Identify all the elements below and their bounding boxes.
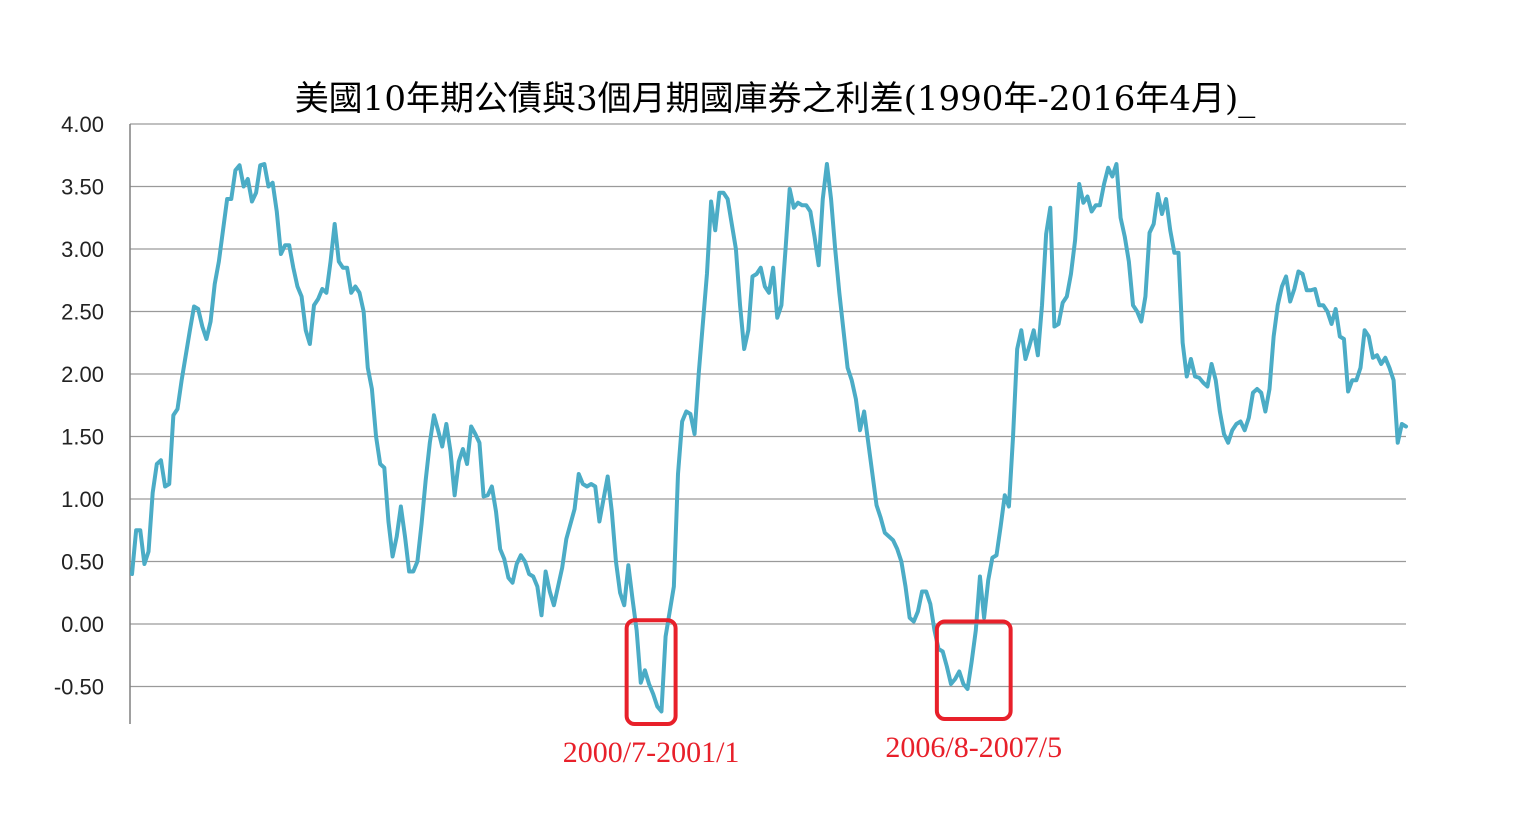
annotation-layer: 2000/7-2001/1 2006/8-2007/5 bbox=[563, 618, 1062, 769]
y-axis-tick-labels: 4.00 3.50 3.00 2.50 2.00 1.50 1.00 0.50 0.00 -0.5… bbox=[54, 112, 104, 700]
y-tick-label: 0.00 bbox=[61, 612, 104, 637]
annotation-label: 2000/7-2001/1 bbox=[563, 736, 740, 769]
y-tick-label: 1.50 bbox=[61, 425, 104, 450]
y-tick-label: 2.00 bbox=[61, 362, 104, 387]
spread-series-line bbox=[130, 162, 1408, 714]
y-tick-label: -0.50 bbox=[54, 675, 104, 700]
y-tick-label: 4.00 bbox=[61, 112, 104, 137]
y-tick-label: 0.50 bbox=[61, 550, 104, 575]
annotation-box bbox=[624, 618, 678, 726]
gridlines bbox=[130, 123, 1406, 688]
y-tick-label: 3.00 bbox=[61, 237, 104, 262]
chart-title: 美國10年期公債與3個月期國庫券之利差(1990年-2016年4月)_ bbox=[295, 79, 1256, 119]
y-tick-label: 3.50 bbox=[61, 175, 104, 200]
annotation-box bbox=[934, 619, 1013, 721]
y-tick-label: 2.50 bbox=[61, 300, 104, 325]
y-tick-label: 1.00 bbox=[61, 487, 104, 512]
annotation-label: 2006/8-2007/5 bbox=[885, 731, 1062, 764]
